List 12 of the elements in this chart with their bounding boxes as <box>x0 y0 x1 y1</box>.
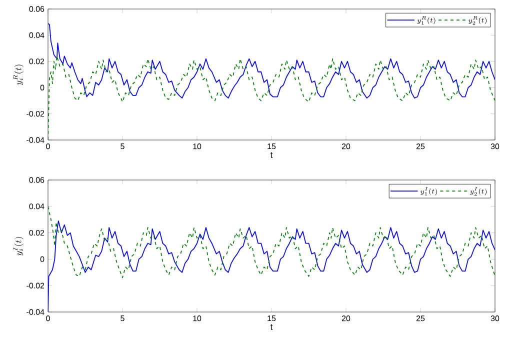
line-series <box>48 220 496 312</box>
x-axis-title: t <box>270 324 273 330</box>
line-series <box>48 56 496 140</box>
line-series <box>48 206 496 278</box>
x-axis-title: t <box>270 152 273 158</box>
y-axis-title: $y_i^I(t)$ <box>13 237 24 256</box>
legend-label: $y_1^R(t)$ <box>417 16 436 25</box>
y-axis-title: $y_i^R(t)$ <box>13 64 24 85</box>
legend-label: $y_2^R(t)$ <box>468 16 487 25</box>
line-series <box>48 22 496 99</box>
legend-label: $y_1^I(t)$ <box>420 187 437 196</box>
legend-label: $y_2^I(t)$ <box>470 187 487 196</box>
